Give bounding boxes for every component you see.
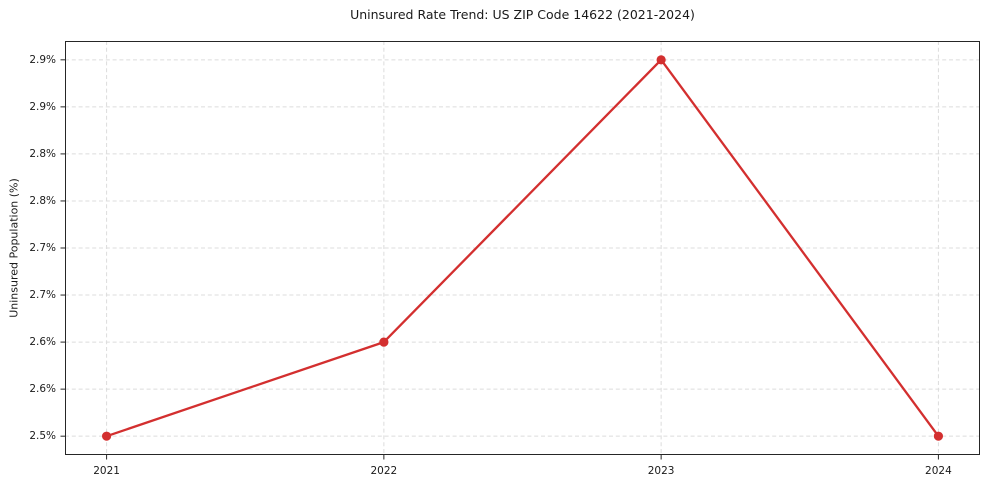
y-tick-label: 2.6% <box>29 336 56 349</box>
y-tick-label: 2.9% <box>29 100 56 113</box>
data-point-marker <box>656 55 666 65</box>
x-tick-label: 2022 <box>370 465 398 477</box>
y-tick-label: 2.9% <box>29 53 56 66</box>
x-tick-label: 2021 <box>93 465 120 477</box>
data-point-marker <box>933 431 944 441</box>
plot-area <box>60 41 980 460</box>
chart-canvas <box>60 41 980 460</box>
y-tick-label: 2.8% <box>29 147 56 160</box>
x-tick-label: 2024 <box>925 465 952 477</box>
data-point-marker <box>101 431 112 441</box>
y-tick-label: 2.5% <box>29 430 56 443</box>
y-tick-label: 2.7% <box>29 289 56 302</box>
trend-line <box>105 58 940 438</box>
x-tick-label: 2023 <box>647 465 675 477</box>
y-tick-label: 2.8% <box>29 194 56 207</box>
chart-title: Uninsured Rate Trend: US ZIP Code 14622 … <box>350 7 695 22</box>
axes-frame <box>65 41 980 455</box>
y-tick-label: 2.6% <box>29 383 56 396</box>
data-point-marker <box>379 337 389 347</box>
y-tick-label: 2.7% <box>29 242 56 254</box>
